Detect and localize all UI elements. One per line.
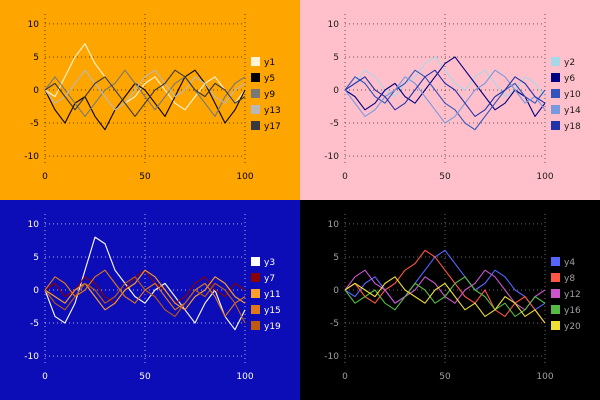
chart-bottom-right: -10 -5 0 5 10 0 50 100 y4 y8 y12 y16 y20 xyxy=(300,200,600,400)
series-line-y17 xyxy=(44,69,246,117)
x-tick-label: 100 xyxy=(536,172,553,182)
series-line-y20 xyxy=(344,276,546,324)
x-tick-label: 100 xyxy=(536,372,553,382)
y-tick-label: 5 xyxy=(33,253,39,263)
series-line-y5 xyxy=(44,69,246,131)
y-tick-label: 10 xyxy=(28,220,40,230)
x-tick-label: 50 xyxy=(439,372,451,382)
y-tick-label: -5 xyxy=(330,119,339,129)
legend-label-y6: y6 xyxy=(564,74,575,84)
legend-swatch-y16 xyxy=(551,305,560,314)
legend-swatch-y3 xyxy=(251,257,260,266)
y-tick-label: -10 xyxy=(324,352,339,362)
series-line-y4 xyxy=(344,249,546,311)
x-tick-label: 50 xyxy=(139,172,151,182)
legend-swatch-y18 xyxy=(551,121,560,130)
legend-label-y13: y13 xyxy=(264,106,281,116)
legend-swatch-y7 xyxy=(251,273,260,282)
legend-swatch-y5 xyxy=(251,73,260,82)
legend-swatch-y12 xyxy=(551,289,560,298)
y-tick-label: 5 xyxy=(33,53,39,63)
legend-label-y8: y8 xyxy=(564,274,575,284)
legend-swatch-y4 xyxy=(551,257,560,266)
y-tick-label: 10 xyxy=(328,20,340,30)
series-line-y9 xyxy=(44,69,246,117)
legend-swatch-y20 xyxy=(551,321,560,330)
legend-swatch-y13 xyxy=(251,105,260,114)
legend-swatch-y11 xyxy=(251,289,260,298)
chart-top-right: -10 -5 0 5 10 0 50 100 y2 y6 y10 y14 y18 xyxy=(300,0,600,200)
legend-label-y17: y17 xyxy=(264,122,281,132)
series-line-y8 xyxy=(344,249,546,324)
legend-label-y11: y11 xyxy=(264,290,281,300)
x-tick-label: 0 xyxy=(342,372,348,382)
y-tick-label: 0 xyxy=(33,86,39,96)
legend-label-y18: y18 xyxy=(564,122,581,132)
x-tick-label: 100 xyxy=(236,172,253,182)
y-tick-label: 0 xyxy=(333,86,339,96)
legend-swatch-y1 xyxy=(251,57,260,66)
series-line-y1 xyxy=(44,43,246,111)
x-tick-label: 50 xyxy=(439,172,451,182)
legend-swatch-y10 xyxy=(551,89,560,98)
legend-swatch-y17 xyxy=(251,121,260,130)
y-tick-label: 5 xyxy=(333,53,339,63)
legend-label-y2: y2 xyxy=(564,58,575,68)
y-tick-label: -5 xyxy=(330,319,339,329)
y-tick-label: 10 xyxy=(328,220,340,230)
y-tick-label: 5 xyxy=(333,253,339,263)
y-tick-label: -5 xyxy=(30,319,39,329)
legend-label-y14: y14 xyxy=(564,106,581,116)
legend-swatch-y15 xyxy=(251,305,260,314)
series-line-y19 xyxy=(44,276,246,324)
x-tick-label: 0 xyxy=(42,372,48,382)
x-tick-label: 0 xyxy=(42,172,48,182)
legend-label-y1: y1 xyxy=(264,58,275,68)
y-tick-label: -5 xyxy=(30,119,39,129)
legend-swatch-y14 xyxy=(551,105,560,114)
x-tick-label: 100 xyxy=(236,372,253,382)
legend-label-y10: y10 xyxy=(564,90,581,100)
chart-bottom-left: -10 -5 0 5 10 0 50 100 y3 y7 y11 y15 y19 xyxy=(0,200,300,400)
y-tick-label: -10 xyxy=(24,152,39,162)
legend-label-y4: y4 xyxy=(564,258,575,268)
legend-label-y20: y20 xyxy=(564,322,581,332)
legend-label-y12: y12 xyxy=(564,290,581,300)
series-line-y16 xyxy=(344,276,546,317)
y-tick-label: -10 xyxy=(324,152,339,162)
legend-label-y3: y3 xyxy=(264,258,275,268)
series-line-y13 xyxy=(44,69,246,111)
legend-label-y5: y5 xyxy=(264,74,275,84)
series-line-y10 xyxy=(344,69,546,131)
legend-label-y9: y9 xyxy=(264,90,275,100)
series-line-y14 xyxy=(344,69,546,124)
legend-label-y19: y19 xyxy=(264,322,281,332)
legend-swatch-y2 xyxy=(551,57,560,66)
y-tick-label: -10 xyxy=(24,352,39,362)
legend-swatch-y19 xyxy=(251,321,260,330)
chart-top-left: -10 -5 0 5 10 0 50 100 y1 y5 y9 y13 y17 xyxy=(0,0,300,200)
series-line-y18 xyxy=(344,69,546,117)
x-tick-label: 0 xyxy=(342,172,348,182)
legend-label-y15: y15 xyxy=(264,306,281,316)
series-line-y11 xyxy=(44,269,246,311)
legend-swatch-y9 xyxy=(251,89,260,98)
y-tick-label: 0 xyxy=(333,286,339,296)
series-line-y2 xyxy=(344,56,546,98)
legend-swatch-y6 xyxy=(551,73,560,82)
legend-swatch-y8 xyxy=(551,273,560,282)
y-tick-label: 10 xyxy=(28,20,40,30)
legend-label-y16: y16 xyxy=(564,306,581,316)
y-tick-label: 0 xyxy=(33,286,39,296)
legend-label-y7: y7 xyxy=(264,274,275,284)
x-tick-label: 50 xyxy=(139,372,151,382)
